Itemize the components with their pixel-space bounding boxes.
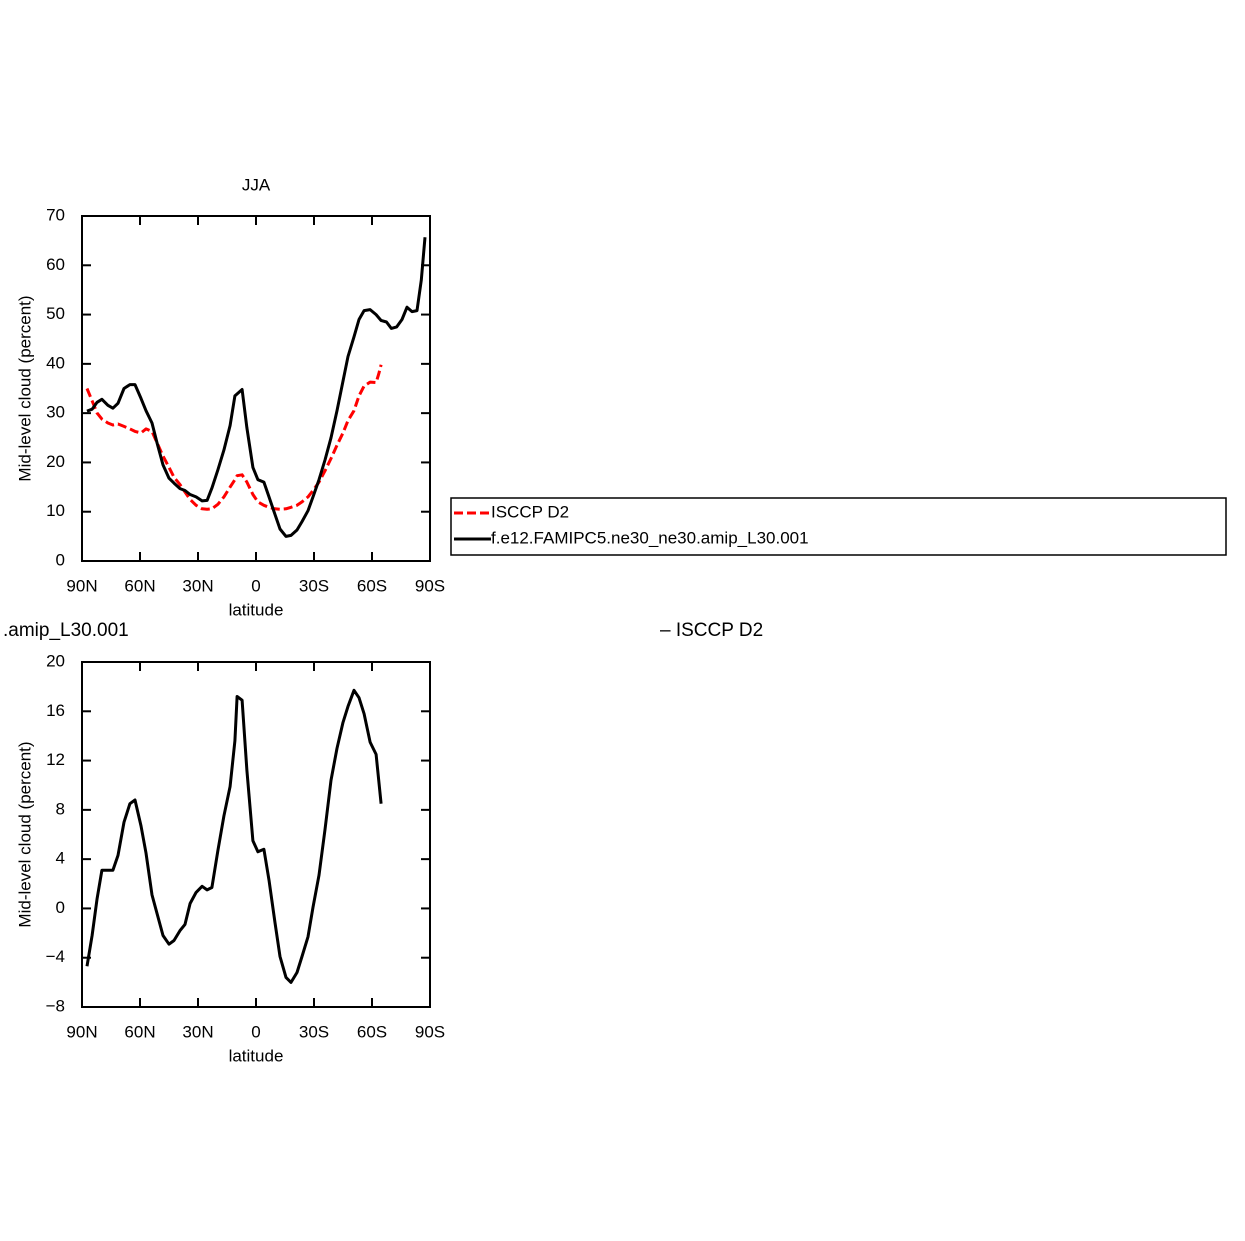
x-tick-label: 30N (182, 1022, 213, 1041)
y-tick-label: 70 (46, 205, 65, 224)
legend-label: ISCCP D2 (491, 502, 569, 521)
y-tick-label: 12 (46, 750, 65, 769)
x-tick-label: 0 (251, 1022, 260, 1041)
plot-frame (81, 215, 431, 562)
data-line (85, 364, 383, 511)
x-tick-label: 30S (299, 1022, 329, 1041)
y-tick-label: 8 (56, 799, 65, 818)
plot-frame (81, 661, 431, 1008)
y-tick-label: 16 (46, 701, 65, 720)
x-axis-label: latitude (229, 600, 284, 619)
x-tick-label: 30S (299, 576, 329, 595)
data-line (86, 237, 427, 538)
chart-title: – ISCCP D2 (660, 620, 763, 641)
chart: JJA latitude Mid-level cloud (percent) 90N 6… (15, 175, 1227, 619)
x-tick-label: 60N (124, 576, 155, 595)
y-tick-label: 20 (46, 651, 65, 670)
x-tick-label: 60N (124, 1022, 155, 1041)
y-tick-label: 50 (46, 304, 65, 323)
x-tick-label: 90N (66, 1022, 97, 1041)
y-tick-label: −8 (46, 996, 65, 1015)
y-tick-label: 0 (56, 550, 65, 569)
y-axis-label: Mid-level cloud (percent) (15, 741, 34, 927)
x-tick-label: 0 (251, 576, 260, 595)
chart-title: JJA (242, 175, 271, 194)
chart: .amip_L30.001 – ISCCP D2 latitude Mid-level… (3, 620, 763, 1065)
data-line (85, 688, 383, 984)
legend-label: f.e12.FAMIPC5.ne30_ne30.amip_L30.001 (491, 528, 809, 547)
y-axis-label: Mid-level cloud (percent) (15, 295, 34, 481)
legend-box (450, 497, 1227, 556)
y-tick-label: 4 (56, 849, 65, 868)
chart-title: .amip_L30.001 (3, 620, 129, 641)
x-tick-label: 90N (66, 576, 97, 595)
y-tick-label: −4 (46, 947, 65, 966)
y-tick-label: 10 (46, 501, 65, 520)
x-tick-label: 90S (415, 1022, 445, 1041)
y-tick-label: 40 (46, 353, 65, 372)
x-axis-label: latitude (229, 1046, 284, 1065)
y-tick-label: 30 (46, 403, 65, 422)
x-tick-label: 90S (415, 576, 445, 595)
x-tick-label: 60S (357, 576, 387, 595)
y-tick-label: 0 (56, 898, 65, 917)
x-tick-label: 60S (357, 1022, 387, 1041)
y-tick-label: 20 (46, 452, 65, 471)
x-tick-label: 30N (182, 576, 213, 595)
y-tick-label: 60 (46, 255, 65, 274)
